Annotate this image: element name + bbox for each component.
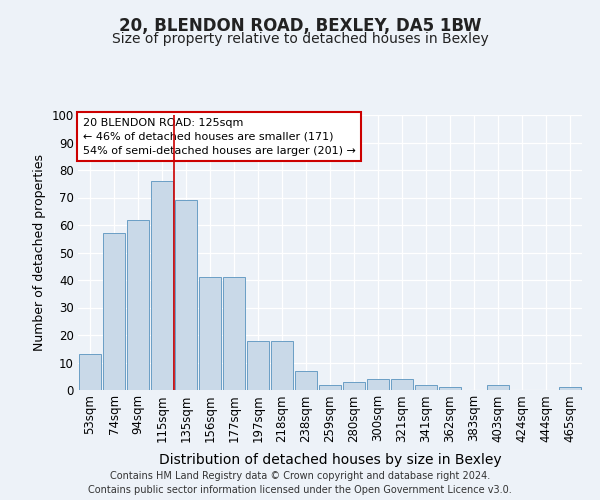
Bar: [559, 387, 581, 390]
Bar: [79, 354, 101, 390]
Bar: [175, 200, 197, 390]
Bar: [487, 384, 509, 390]
Bar: [103, 233, 125, 390]
Bar: [271, 340, 293, 390]
Y-axis label: Number of detached properties: Number of detached properties: [33, 154, 46, 351]
Text: 20, BLENDON ROAD, BEXLEY, DA5 1BW: 20, BLENDON ROAD, BEXLEY, DA5 1BW: [119, 18, 481, 36]
Bar: [151, 181, 173, 390]
Bar: [295, 371, 317, 390]
Bar: [343, 382, 365, 390]
X-axis label: Distribution of detached houses by size in Bexley: Distribution of detached houses by size …: [158, 453, 502, 467]
Bar: [367, 379, 389, 390]
Text: Size of property relative to detached houses in Bexley: Size of property relative to detached ho…: [112, 32, 488, 46]
Bar: [247, 340, 269, 390]
Bar: [199, 277, 221, 390]
Text: Contains HM Land Registry data © Crown copyright and database right 2024.
Contai: Contains HM Land Registry data © Crown c…: [88, 471, 512, 495]
Bar: [127, 220, 149, 390]
Bar: [391, 379, 413, 390]
Bar: [319, 384, 341, 390]
Bar: [223, 277, 245, 390]
Text: 20 BLENDON ROAD: 125sqm
← 46% of detached houses are smaller (171)
54% of semi-d: 20 BLENDON ROAD: 125sqm ← 46% of detache…: [83, 118, 356, 156]
Bar: [415, 384, 437, 390]
Bar: [439, 387, 461, 390]
